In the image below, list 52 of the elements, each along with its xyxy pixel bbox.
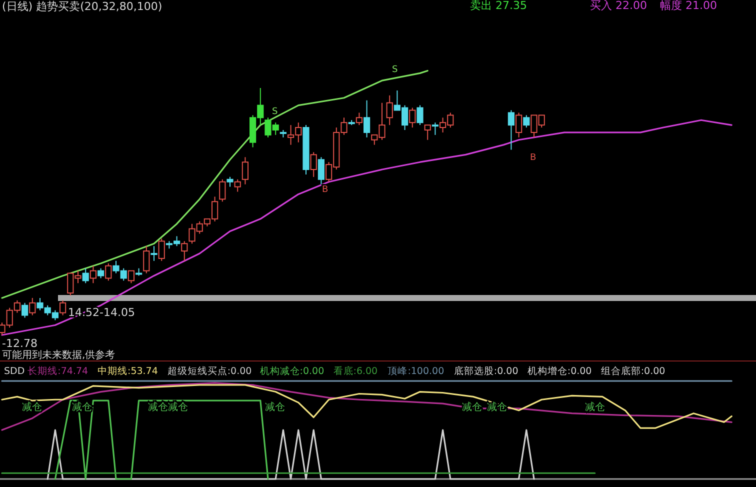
annotation: 减仓	[585, 401, 605, 413]
text: 幅度 21.00	[660, 0, 717, 12]
annotation: 减仓	[22, 401, 42, 413]
text: 卖出 27.35	[470, 0, 527, 12]
candlestick	[242, 156, 248, 185]
text: -12.78	[2, 337, 38, 350]
candlestick	[105, 262, 112, 282]
candlestick	[181, 240, 188, 262]
candlestick	[219, 178, 226, 202]
candlestick	[318, 156, 324, 185]
annotation: B	[322, 185, 328, 195]
candlestick	[432, 122, 438, 136]
candlestick	[234, 178, 241, 192]
chart-title: (日线) 趋势买卖(20,32,80,100)	[2, 0, 162, 13]
annotation: S	[272, 107, 278, 117]
candlestick	[416, 104, 424, 126]
series-label: 顶峰:100.00	[388, 365, 444, 377]
text: S	[392, 65, 398, 75]
text: 超级短线买点:0.00	[167, 365, 252, 377]
candlestick	[364, 100, 370, 138]
candlestick	[226, 176, 234, 188]
text: 机构增仓:0.00	[527, 365, 592, 377]
candlestick	[409, 107, 416, 128]
candlestick	[356, 112, 362, 126]
candlestick	[22, 302, 28, 318]
candlestick	[143, 246, 150, 274]
candlestick	[60, 300, 66, 316]
candlestick	[508, 110, 514, 150]
annotation: 减仓减仓	[148, 401, 188, 413]
text: 机构减仓:0.00	[260, 365, 324, 377]
text: 组合底部:0.00	[600, 365, 666, 377]
series-label: 长期线:74.74	[28, 365, 88, 377]
candlestick	[310, 152, 317, 178]
annotation: B	[530, 153, 536, 163]
candlestick	[516, 112, 522, 138]
candlestick	[424, 124, 431, 140]
candlestick	[90, 265, 96, 284]
text: 底部选股:0.00	[454, 365, 518, 377]
candlestick	[128, 270, 134, 284]
candlestick	[523, 114, 530, 128]
series-label: 中期线:53.74	[98, 365, 158, 377]
candlestick	[386, 94, 393, 126]
text: 看底:6.00	[333, 365, 378, 377]
chart-title: SDD	[4, 366, 25, 377]
candlestick	[29, 297, 36, 316]
candlestick	[82, 268, 89, 284]
candlestick	[150, 246, 158, 262]
text: 买入 22.00	[590, 0, 647, 12]
candlestick	[98, 268, 104, 279]
candlestick	[158, 238, 165, 262]
annotation: 减仓	[265, 401, 285, 413]
text: 可能用到未来数据,供参考	[2, 349, 116, 361]
